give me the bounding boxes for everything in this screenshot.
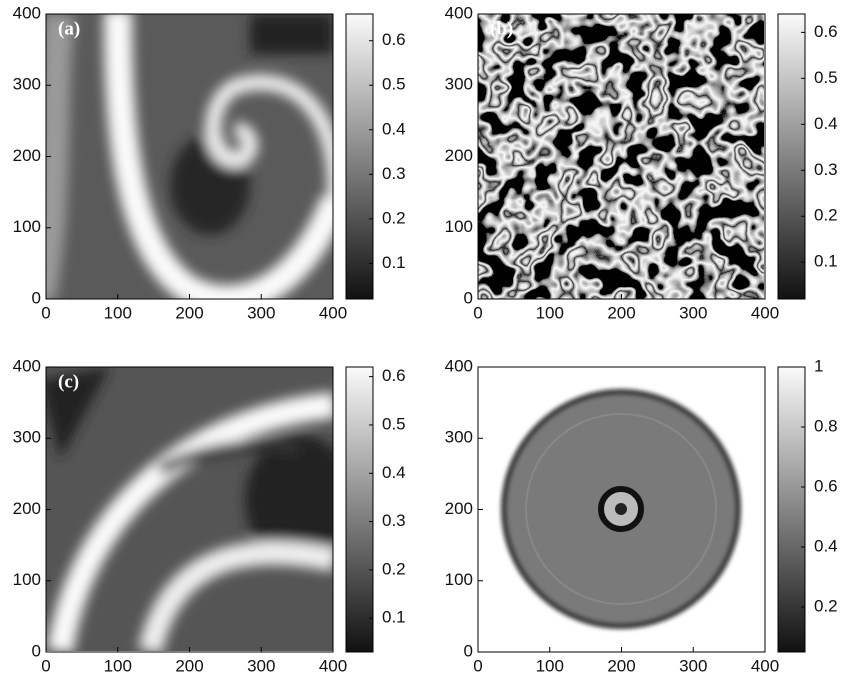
colorbar-tick-label: 0.6 (382, 366, 406, 385)
y-tick-label: 0 (464, 641, 473, 660)
x-tick-label: 0 (473, 656, 482, 675)
heatmap-image (478, 367, 764, 651)
panel-label: (c) (58, 371, 79, 392)
y-tick-label: 100 (13, 570, 41, 589)
x-tick-label: 400 (319, 656, 347, 675)
y-tick-label: 300 (445, 428, 473, 447)
x-tick-label: 100 (104, 303, 132, 322)
x-tick-label: 300 (247, 303, 275, 322)
x-tick-label: 100 (104, 656, 132, 675)
panel-label: (d) (490, 371, 513, 392)
x-tick-label: 100 (536, 656, 564, 675)
y-tick-label: 300 (445, 75, 473, 94)
colorbar-tick-label: 0.4 (814, 114, 838, 133)
heatmap-image (478, 14, 764, 299)
x-tick-label: 200 (175, 656, 203, 675)
panel-label: (b) (490, 18, 513, 39)
colorbar-tick-label: 0.6 (814, 22, 838, 41)
colorbar (345, 13, 374, 300)
heatmap-image (46, 367, 333, 651)
colorbar-tick-label: 0.8 (814, 416, 838, 435)
colorbar-tick-label: 0.5 (814, 68, 838, 87)
y-tick-label: 200 (445, 146, 473, 165)
colorbar-tick-label: 0.6 (382, 30, 406, 49)
y-tick-label: 200 (13, 146, 41, 165)
colorbar-tick-label: 0.2 (814, 206, 838, 225)
colorbar-tick-label: 1 (814, 356, 823, 375)
colorbar-tick-label: 0.5 (382, 75, 406, 94)
y-tick-label: 400 (445, 3, 473, 22)
y-tick-label: 100 (445, 570, 473, 589)
x-tick-label: 300 (679, 303, 707, 322)
y-tick-label: 100 (13, 217, 41, 236)
colorbar-tick-label: 0.5 (382, 414, 406, 433)
colorbar-tick-label: 0.4 (382, 463, 406, 482)
y-tick-label: 300 (13, 75, 41, 94)
y-tick-label: 0 (32, 641, 41, 660)
colorbar (777, 13, 806, 300)
y-tick-label: 300 (13, 428, 41, 447)
colorbar-tick-label: 0.2 (814, 596, 838, 615)
y-tick-label: 100 (445, 217, 473, 236)
y-tick-label: 0 (464, 288, 473, 307)
colorbar (345, 366, 374, 653)
y-tick-label: 400 (13, 356, 41, 375)
colorbar-tick-label: 0.3 (382, 164, 406, 183)
colorbar-tick-label: 0.2 (382, 559, 406, 578)
x-tick-label: 0 (41, 656, 50, 675)
y-tick-label: 400 (445, 356, 473, 375)
x-tick-label: 0 (41, 303, 50, 322)
colorbar-tick-label: 0.6 (814, 476, 838, 495)
x-tick-label: 300 (679, 656, 707, 675)
x-tick-label: 200 (607, 656, 635, 675)
colorbar-tick-label: 0.4 (382, 119, 406, 138)
colorbar-tick-label: 0.3 (814, 160, 838, 179)
x-tick-label: 400 (751, 303, 779, 322)
colorbar-tick-label: 0.1 (382, 608, 406, 627)
x-tick-label: 400 (319, 303, 347, 322)
y-tick-label: 200 (13, 499, 41, 518)
panel-label: (a) (58, 18, 80, 39)
colorbar-tick-label: 0.4 (814, 536, 838, 555)
x-tick-label: 100 (536, 303, 564, 322)
colorbar-tick-label: 0.3 (382, 511, 406, 530)
x-tick-label: 200 (607, 303, 635, 322)
colorbar-tick-label: 0.1 (382, 253, 406, 272)
colorbar-tick-label: 0.2 (382, 208, 406, 227)
heatmap-image (46, 14, 333, 299)
x-tick-label: 200 (175, 303, 203, 322)
x-tick-label: 0 (473, 303, 482, 322)
y-tick-label: 200 (445, 499, 473, 518)
x-tick-label: 300 (247, 656, 275, 675)
x-tick-label: 400 (751, 656, 779, 675)
colorbar (777, 366, 806, 653)
colorbar-tick-label: 0.1 (814, 252, 838, 271)
y-tick-label: 400 (13, 3, 41, 22)
y-tick-label: 0 (32, 288, 41, 307)
